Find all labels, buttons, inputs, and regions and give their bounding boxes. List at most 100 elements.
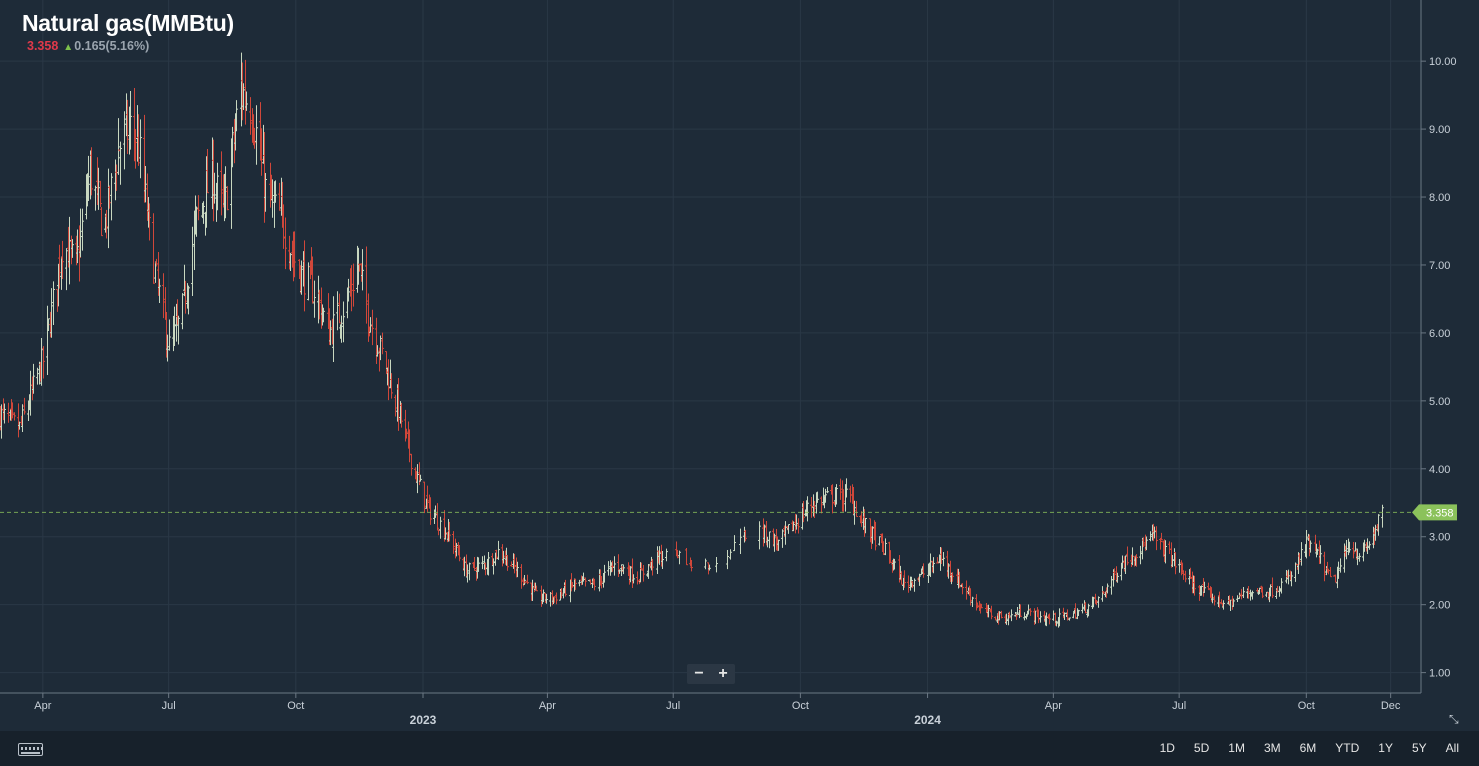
ohlc-bar — [173, 306, 176, 346]
ohlc-bar — [497, 540, 500, 560]
y-tick-label: 9.00 — [1429, 124, 1450, 136]
ohlc-bar — [510, 561, 513, 567]
ohlc-bar — [255, 105, 258, 165]
ohlc-bar — [437, 529, 440, 536]
ohlc-bar — [1242, 586, 1245, 598]
ohlc-bar — [708, 564, 711, 571]
x-tick-label: Jul — [666, 700, 680, 712]
ohlc-bar — [1329, 566, 1332, 578]
ohlc-bar — [990, 605, 993, 620]
ohlc-bar — [439, 516, 442, 539]
range-3m[interactable]: 3M — [1263, 741, 1281, 755]
ohlc-bar — [729, 549, 732, 560]
ohlc-bar — [452, 531, 455, 554]
ohlc-bar — [187, 285, 190, 315]
ohlc-bar — [65, 248, 68, 291]
footer-bar — [0, 731, 1479, 766]
range-all[interactable]: All — [1445, 741, 1459, 755]
range-1m[interactable]: 1M — [1228, 741, 1245, 755]
ohlc-bar — [158, 278, 161, 304]
ohlc-bar — [1363, 539, 1366, 553]
ohlc-bar — [181, 293, 184, 330]
y-tick-label: 4.00 — [1429, 464, 1450, 476]
ohlc-bar — [278, 182, 281, 211]
ohlc-bar — [929, 553, 932, 578]
ohlc-bar — [781, 529, 784, 548]
ohlc-bar — [423, 481, 426, 514]
ohlc-bar — [448, 521, 451, 542]
ohlc-bar — [1193, 575, 1196, 596]
zoom-out-button[interactable]: − — [694, 665, 704, 682]
ohlc-bar — [231, 126, 234, 168]
ohlc-bar — [913, 578, 916, 592]
range-1y[interactable]: 1Y — [1378, 741, 1393, 755]
ohlc-bar — [108, 185, 111, 209]
ohlc-bar — [216, 162, 219, 211]
ohlc-bar — [134, 128, 137, 169]
ohlc-bar — [987, 604, 990, 618]
ohlc-bar — [1048, 613, 1051, 625]
ohlc-bar — [1381, 504, 1384, 528]
x-tick-label: Jul — [162, 700, 176, 712]
ohlc-bar — [787, 524, 790, 534]
ohlc-bar — [1000, 610, 1003, 619]
ohlc-bar — [622, 564, 625, 575]
ohlc-bar — [40, 338, 43, 386]
x-tick-label: Apr — [1045, 700, 1062, 712]
ohlc-bar — [1356, 548, 1359, 566]
range-6m[interactable]: 6M — [1299, 741, 1317, 755]
ohlc-bar — [436, 503, 439, 531]
ohlc-bar — [961, 583, 964, 595]
ohlc-bar — [81, 208, 84, 251]
ohlc-bar — [1072, 612, 1075, 619]
ohlc-bar — [105, 209, 108, 239]
ohlc-bar — [1113, 568, 1116, 580]
ohlc-bar — [998, 611, 1001, 621]
ohlc-bar — [739, 528, 742, 554]
ohlc-bar — [94, 185, 97, 211]
ohlc-bar — [1058, 608, 1061, 627]
ohlc-bar — [352, 263, 355, 307]
ohlc-bar — [100, 207, 103, 237]
range-5y[interactable]: 5Y — [1411, 741, 1427, 755]
expand-icon[interactable]: ⤡ — [1449, 712, 1459, 726]
ohlc-bar — [1305, 530, 1308, 559]
ohlc-bar — [632, 574, 635, 584]
last-price-label: 3.358 — [1426, 507, 1454, 519]
x-tick-label: Apr — [539, 700, 556, 712]
ohlc-bar — [311, 256, 314, 304]
keyboard-icon[interactable] — [18, 743, 43, 756]
ohlc-bar — [1352, 541, 1355, 559]
ohlc-bar — [1095, 599, 1098, 606]
ohlc-bar — [958, 571, 961, 588]
ohlc-bar — [763, 524, 766, 544]
ohlc-bar — [1300, 542, 1303, 566]
ohlc-bar — [642, 565, 645, 582]
ohlc-bar — [571, 582, 574, 588]
range-1d[interactable]: 1D — [1159, 741, 1175, 755]
ohlc-bar — [387, 359, 390, 401]
ohlc-bar — [347, 278, 350, 302]
range-ytd[interactable]: YTD — [1335, 741, 1360, 755]
ohlc-bar — [560, 587, 563, 599]
ohlc-bar — [410, 453, 413, 476]
ohlc-bars — [0, 52, 1384, 628]
ohlc-bar — [506, 555, 509, 571]
ohlc-bar — [600, 575, 603, 589]
ohlc-bar — [97, 167, 100, 210]
ohlc-bar — [1258, 587, 1261, 595]
ohlc-bar — [1142, 537, 1145, 548]
ohlc-bar — [336, 291, 339, 331]
zoom-in-button[interactable]: + — [718, 665, 728, 682]
ohlc-bar — [531, 579, 534, 601]
ohlc-bar — [463, 556, 466, 577]
ohlc-bar — [419, 474, 422, 482]
ohlc-bar — [32, 363, 35, 394]
ohlc-bar — [678, 550, 681, 565]
ohlc-bar — [513, 553, 516, 574]
ohlc-bar — [871, 526, 874, 544]
ohlc-bar — [202, 201, 205, 224]
ohlc-bar — [260, 128, 263, 176]
range-5d[interactable]: 5D — [1193, 741, 1210, 755]
ohlc-chart[interactable]: 1.00 2.00 3.00 4.00 5.00 6.00 7.00 8.00 9.00 10.0… — [0, 0, 1479, 731]
